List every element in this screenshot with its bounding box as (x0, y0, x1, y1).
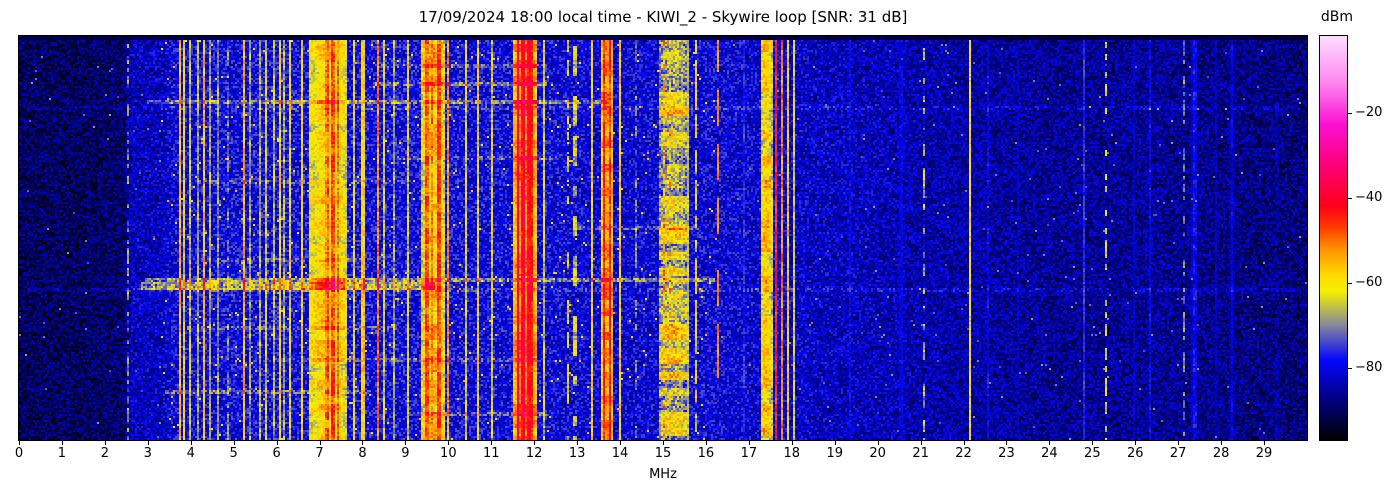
colorbar-tick (1348, 282, 1352, 284)
x-tick-label: 0 (14, 446, 24, 461)
x-tick (61, 441, 63, 445)
colorbar-tick-label: −80 (1355, 359, 1383, 375)
x-tick-label: 28 (1212, 446, 1230, 461)
x-tick-label: 15 (654, 446, 672, 461)
colorbar-tick (1348, 367, 1352, 369)
x-tick-label: 24 (1041, 446, 1058, 461)
x-tick (620, 441, 622, 445)
x-tick-label: 12 (525, 446, 543, 461)
x-tick-label: 2 (100, 446, 109, 461)
x-axis-label: MHz (649, 467, 677, 482)
x-tick-label: 9 (401, 446, 410, 461)
x-tick-label: 14 (611, 446, 629, 461)
x-tick (1049, 441, 1051, 445)
x-tick-label: 27 (1169, 446, 1187, 461)
x-tick (491, 441, 493, 445)
x-tick (104, 441, 106, 445)
x-tick-label: 23 (998, 446, 1015, 461)
colorbar-tick (1348, 197, 1352, 199)
x-tick-label: 5 (229, 446, 238, 461)
x-tick-label: 25 (1084, 446, 1101, 461)
x-tick (319, 441, 321, 445)
x-tick-label: 10 (440, 446, 457, 461)
colorbar-tick-label: −60 (1355, 274, 1383, 290)
x-tick-label: 26 (1126, 446, 1144, 461)
x-tick-label: 6 (272, 446, 281, 461)
x-tick (877, 441, 879, 445)
x-tick-label: 29 (1255, 446, 1273, 461)
x-tick-label: 21 (912, 446, 929, 461)
x-tick-label: 17 (740, 446, 758, 461)
x-tick-label: 8 (358, 446, 367, 461)
colorbar (1319, 35, 1348, 441)
x-tick-label: 22 (955, 446, 972, 461)
colorbar-gradient (1320, 36, 1347, 440)
x-tick-label: 7 (315, 446, 324, 461)
plot-title: 17/09/2024 18:00 local time - KIWI_2 - S… (418, 8, 908, 26)
x-tick (791, 441, 793, 445)
x-tick (834, 441, 836, 445)
x-tick (276, 441, 278, 445)
x-tick (147, 441, 149, 445)
x-tick (405, 441, 407, 445)
x-tick-label: 16 (697, 446, 715, 461)
x-tick (1264, 441, 1266, 445)
x-tick (705, 441, 707, 445)
x-tick-label: 3 (143, 446, 152, 461)
x-tick (1135, 441, 1137, 445)
x-tick (1221, 441, 1223, 445)
colorbar-tick-label: −20 (1355, 104, 1383, 120)
x-tick (362, 441, 364, 445)
plot-area (18, 35, 1308, 441)
x-tick (534, 441, 536, 445)
x-tick-label: 1 (57, 446, 67, 461)
x-tick-label: 4 (186, 446, 195, 461)
x-tick-label: 20 (869, 446, 886, 461)
colorbar-tick-label: −40 (1355, 189, 1383, 205)
x-tick (190, 441, 192, 445)
x-tick (920, 441, 922, 445)
x-tick (448, 441, 450, 445)
x-tick (1006, 441, 1008, 445)
x-tick (233, 441, 235, 445)
x-tick-label: 11 (482, 446, 500, 461)
colorbar-unit-label: dBm (1320, 9, 1354, 25)
x-tick (663, 441, 664, 445)
x-tick-label: 18 (783, 446, 801, 461)
x-tick-label: 19 (826, 446, 843, 461)
x-tick-label: 13 (568, 446, 586, 461)
x-tick (19, 441, 20, 445)
x-tick (748, 441, 750, 445)
x-tick (1178, 441, 1180, 445)
x-tick (963, 441, 965, 445)
x-tick (577, 441, 579, 445)
colorbar-tick (1348, 112, 1352, 114)
spectrogram-canvas (19, 36, 1307, 440)
x-tick (1092, 441, 1094, 445)
